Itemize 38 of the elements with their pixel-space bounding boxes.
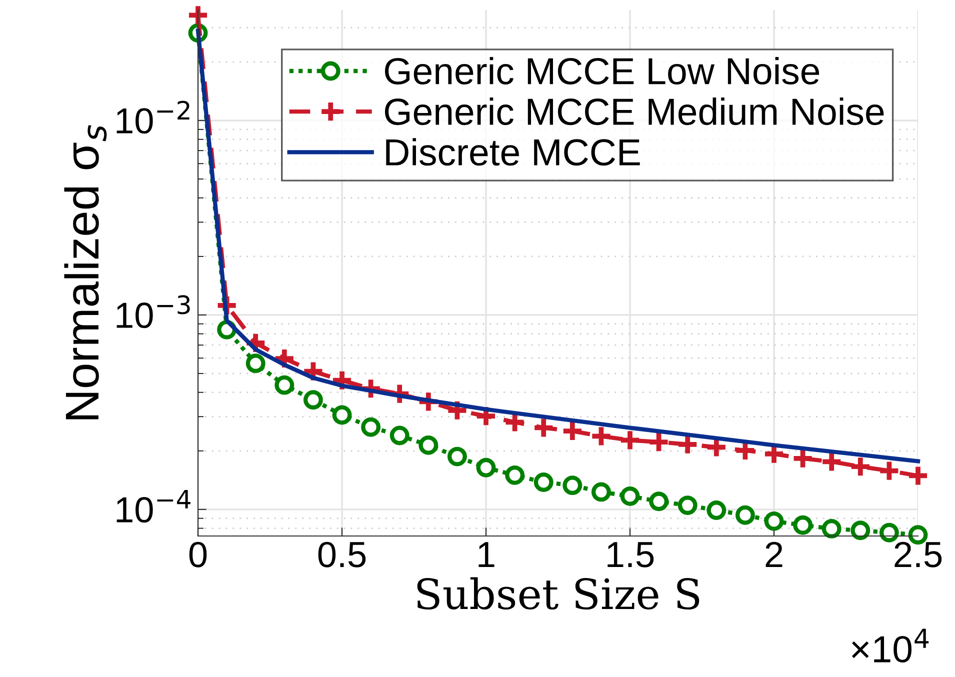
point	[850, 520, 870, 540]
point	[562, 476, 582, 496]
point	[274, 375, 294, 395]
y-tick-label: 10$^{−4}$	[116, 490, 190, 523]
point	[246, 354, 266, 374]
point	[332, 405, 352, 425]
point	[303, 390, 323, 410]
point	[620, 486, 640, 506]
point	[678, 496, 698, 516]
y-tick-label: 10$^{−2}$	[116, 100, 190, 134]
x-tick-label: 1	[478, 542, 494, 568]
x-tick-label: 0	[189, 542, 207, 568]
legend-label: Generic MCCE Low Noise	[384, 56, 820, 84]
point	[447, 446, 467, 466]
point	[591, 482, 611, 502]
point	[764, 511, 784, 531]
point	[735, 505, 755, 525]
point	[361, 417, 381, 437]
x-tick-label: 2.5	[894, 542, 942, 568]
point	[418, 435, 438, 455]
point	[793, 515, 813, 535]
y-tick-label: 10$^{−3}$	[116, 295, 190, 328]
point	[706, 500, 726, 520]
x-axis-title: Subset Size S	[417, 577, 700, 610]
y-axis-title: Normalized σ$_{s}$	[64, 125, 107, 420]
x-tick-label: 1.5	[608, 542, 654, 568]
text: ×10$^{4}$	[852, 628, 929, 663]
point	[534, 472, 554, 492]
point	[505, 465, 525, 485]
point	[390, 426, 410, 446]
x-tick-label: 2	[766, 542, 782, 568]
legend-label: Generic MCCE Medium Noise	[384, 98, 884, 126]
legend-label: Discrete MCCE	[386, 138, 640, 166]
point	[649, 492, 669, 512]
point	[476, 458, 496, 478]
point	[822, 518, 842, 538]
x-tick-label: 0.5	[318, 542, 366, 568]
point	[879, 522, 899, 542]
